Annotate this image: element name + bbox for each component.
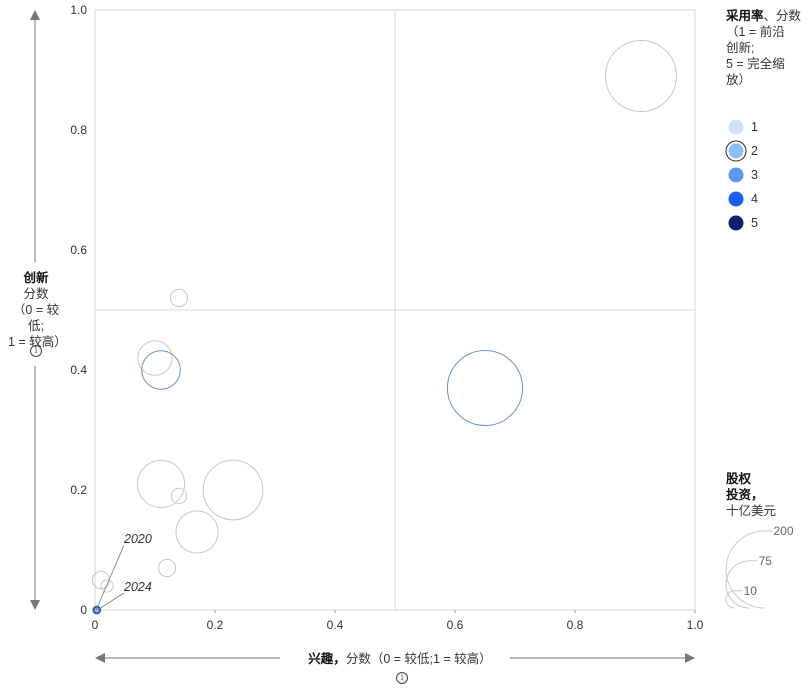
y-tick-label: 0.2 — [70, 483, 87, 497]
bubble-point[interactable] — [170, 487, 188, 505]
bubble-point[interactable] — [93, 606, 101, 614]
adoption-legend-title-l2: （1 = 前沿 — [726, 25, 785, 39]
bubble-point[interactable] — [141, 350, 181, 390]
bubble-point[interactable] — [605, 40, 677, 112]
x-tick-label: 0 — [92, 618, 99, 632]
adoption-legend-title-rest: 、分数 — [763, 9, 802, 23]
adoption-legend-label[interactable]: 4 — [751, 192, 758, 206]
annotation-label: 2020 — [123, 532, 152, 546]
y-tick-label: 1.0 — [70, 3, 87, 17]
annotation-label: 2024 — [123, 580, 152, 594]
size-legend-bubble — [725, 560, 750, 609]
size-legend-title-l3: 十亿美元 — [726, 504, 777, 518]
x-tick-label: 0.4 — [327, 618, 344, 632]
y-axis-arrowhead-up — [30, 10, 40, 20]
adoption-legend-title-l3: 创新; — [726, 41, 755, 55]
x-axis-title-bold: 兴趣， — [308, 652, 346, 666]
adoption-legend-label[interactable]: 3 — [751, 168, 758, 182]
adoption-legend-swatch[interactable] — [728, 119, 744, 135]
annotation-leader — [95, 544, 125, 611]
x-axis-arrowhead-left — [95, 653, 105, 663]
size-legend-bubble — [725, 530, 765, 609]
y-axis-title-l2: （0 = 较低; — [12, 303, 60, 333]
annotation-leader — [97, 592, 125, 611]
adoption-legend-label[interactable]: 2 — [751, 144, 758, 158]
y-axis-arrowhead-down — [30, 600, 40, 610]
y-axis-title-l3: 1 = 较高） — [8, 335, 67, 349]
size-legend-title-l1: 股权 — [726, 472, 752, 486]
adoption-legend-swatch[interactable] — [728, 167, 744, 183]
bubble-point[interactable] — [137, 340, 173, 376]
size-legend-label: 10 — [744, 584, 758, 598]
size-legend-label: 75 — [759, 554, 773, 568]
x-axis-title-rest: 分数（0 = 较低;1 = 较高） — [345, 652, 492, 666]
x-axis-title: 兴趣，分数（0 = 较低;1 = 较高） — [280, 648, 520, 667]
y-tick-label: 0.6 — [70, 243, 87, 257]
x-tick-label: 0.6 — [447, 618, 464, 632]
size-legend-title-l2: 投资， — [726, 488, 764, 502]
adoption-legend-title-bold: 采用率 — [726, 9, 764, 23]
bubble-point[interactable] — [175, 510, 219, 554]
bubble-point[interactable] — [446, 349, 524, 427]
y-tick-label: 0.8 — [70, 123, 87, 137]
adoption-legend-swatch[interactable] — [728, 215, 744, 231]
y-tick-label: 0.4 — [70, 363, 87, 377]
size-legend-bubble — [725, 590, 735, 609]
adoption-legend-title-l4: 5 = 完全缩 — [726, 57, 785, 71]
adoption-legend-swatch[interactable] — [728, 143, 744, 159]
y-axis-title: 创新 分数 （0 = 较低; 1 = 较高） — [8, 270, 67, 350]
x-tick-label: 1.0 — [687, 618, 704, 632]
bubble-point[interactable] — [100, 579, 114, 593]
adoption-legend-label[interactable]: 1 — [751, 120, 758, 134]
size-legend-title: 股权 投资， 十亿美元 — [726, 471, 806, 519]
bubble-point[interactable] — [169, 288, 189, 308]
adoption-legend-swatch[interactable] — [728, 191, 744, 207]
size-legend-label: 200 — [774, 524, 794, 538]
y-axis-title-bold: 创新 — [23, 271, 49, 285]
x-tick-label: 0.8 — [567, 618, 584, 632]
adoption-legend-selected-ring — [725, 140, 747, 162]
y-axis-info-icon[interactable]: i — [30, 345, 42, 357]
bubble-point[interactable] — [202, 459, 264, 521]
adoption-legend-title-l5: 放） — [726, 73, 752, 87]
bubble-point[interactable] — [136, 459, 186, 509]
y-axis-title-l1: 分数 — [23, 287, 49, 301]
adoption-legend-title: 采用率、分数 （1 = 前沿 创新; 5 = 完全缩 放） — [726, 8, 806, 88]
y-tick-label: 0 — [80, 603, 87, 617]
bubble-point[interactable] — [157, 558, 177, 578]
x-axis-arrowhead-right — [685, 653, 695, 663]
x-axis-info-icon[interactable]: i — [396, 672, 408, 684]
x-tick-label: 0.2 — [207, 618, 224, 632]
adoption-legend-label[interactable]: 5 — [751, 216, 758, 230]
